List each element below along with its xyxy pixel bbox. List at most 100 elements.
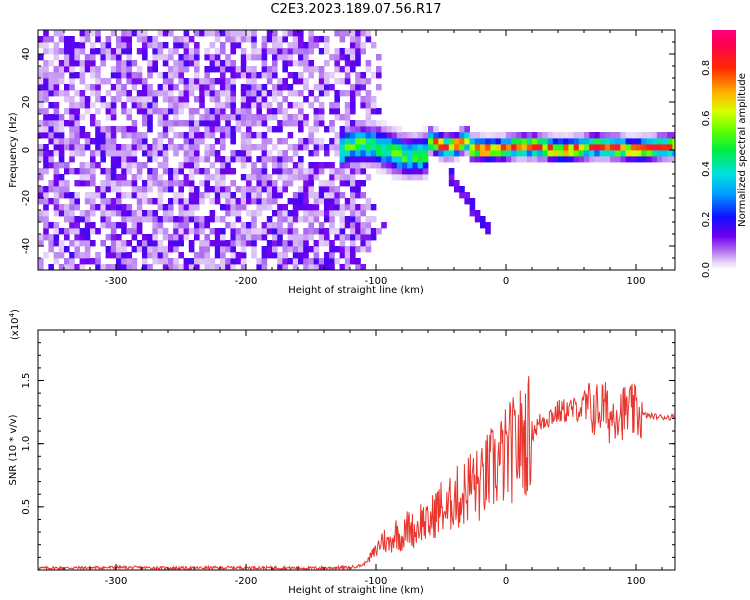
heatmap-cell [308,192,314,199]
heatmap-cell [84,180,91,187]
heatmap-cell [344,204,351,211]
heatmap-cell [568,150,574,157]
heatmap-cell [355,30,361,37]
heatmap-cell [90,222,96,229]
heatmap-cell [105,264,112,270]
heatmap-cell [230,66,236,73]
heatmap-cell [84,54,91,61]
heatmap-cell [443,156,450,163]
heatmap-cell [38,66,44,73]
heatmap-cell [386,156,392,163]
heatmap-cell [173,102,179,109]
heatmap-cell [235,216,242,223]
heatmap-cell [209,84,216,91]
heatmap-cell [620,144,626,151]
heatmap-cell [95,126,101,133]
heatmap-cell [251,66,257,73]
heatmap-cell [209,150,216,157]
heatmap-cell [110,84,117,91]
heatmap-cell [308,36,314,43]
heatmap-cell [69,132,75,139]
heatmap-cell [261,138,268,145]
heatmap-cell [334,174,340,181]
heatmap-cell [630,150,637,157]
heatmap-cell [251,30,257,37]
heatmap-cell [162,90,169,97]
heatmap-cell [142,48,148,55]
heatmap-cell [402,132,408,139]
heatmap-cell [90,30,96,37]
heatmap-cell [266,66,273,73]
heatmap-cell [116,186,122,193]
heatmap-cell [225,126,231,133]
heatmap-cell [240,162,247,169]
heatmap-cell [298,240,304,247]
heatmap-cell [573,156,580,163]
heatmap-cell [251,96,257,103]
heatmap-cell [58,114,65,121]
heatmap-cell [277,42,283,49]
heatmap-cell [214,30,221,37]
heatmap-cell [599,138,606,145]
heatmap-cell [79,126,86,133]
heatmap-cell [277,162,283,169]
heatmap-cell [64,48,70,55]
heatmap-cell [84,36,91,43]
heatmap-cell [183,60,190,67]
heatmap-cell [246,228,252,235]
heatmap-cell [235,156,242,163]
heatmap-cell [407,168,413,175]
heatmap-cell [79,168,86,175]
heatmap-cell [313,144,320,151]
heatmap-cell [526,132,533,139]
heatmap-cell [110,156,117,163]
heatmap-cell [329,120,335,127]
heatmap-cell [308,60,314,67]
heatmap-cell [303,168,309,175]
heatmap-cell [433,126,439,133]
heatmap-cell [48,264,54,270]
heatmap-cell [313,252,320,259]
heatmap-cell [188,126,195,133]
heatmap-cell [69,204,75,211]
heatmap-cell [495,144,502,151]
heatmap-cell [43,84,49,91]
heatmap-cell [188,174,195,181]
heatmap-cell [126,60,132,67]
heatmap-cell [178,168,184,175]
heatmap-cell [292,48,299,55]
heatmap-cell [209,114,216,121]
heatmap-cell [188,180,195,187]
heatmap-cell [381,144,387,151]
heatmap-cell [287,174,294,181]
heatmap-cell [225,258,231,265]
heatmap-cell [448,132,455,139]
heatmap-cell [178,204,184,211]
heatmap-cell [183,234,190,241]
heatmap-cell [584,150,590,157]
heatmap-cell [230,36,236,43]
heatmap-cell [183,102,190,109]
heatmap-cell [84,174,91,181]
heatmap-cell [157,162,164,169]
heatmap-cell [53,138,60,145]
heatmap-cell [147,150,153,157]
heatmap-cell [532,138,538,145]
heatmap-cell [43,168,49,175]
heatmap-cell [126,180,132,187]
heatmap-cell [261,204,268,211]
heatmap-cell [630,132,637,139]
heatmap-cell [266,30,273,37]
heatmap-cell [38,84,44,91]
heatmap-cell [256,72,262,79]
heatmap-cell [272,192,278,199]
heatmap-cell [355,186,361,193]
heatmap-cell [459,150,465,157]
heatmap-cell [303,210,309,217]
heatmap-cell [303,186,309,193]
heatmap-cell [370,120,377,127]
heatmap-cell [95,258,101,265]
heatmap-cell [656,144,663,151]
heatmap-cell [282,246,288,253]
